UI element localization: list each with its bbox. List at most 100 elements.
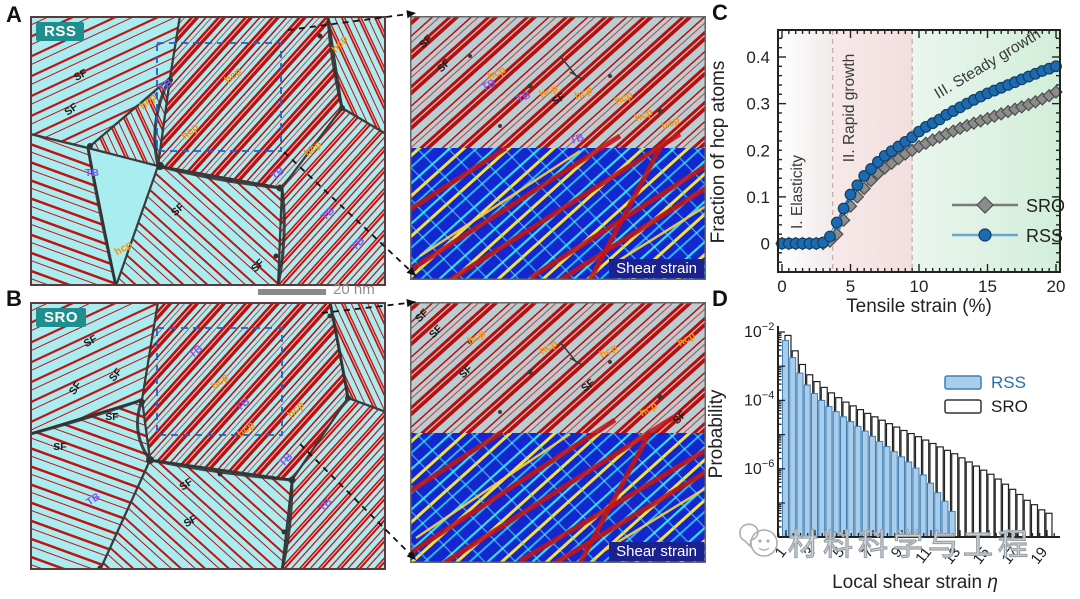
text-element: 0.4 [746, 48, 770, 67]
d-y-axis-label: Probability [706, 389, 727, 478]
rect-element [972, 465, 981, 538]
rect-element [839, 416, 847, 538]
circle-element [824, 230, 836, 243]
rect-element [30, 16, 386, 286]
circle-element [527, 83, 533, 89]
rect-element [847, 421, 855, 538]
zoom-region-box [156, 42, 282, 152]
circle-element [608, 74, 612, 78]
text-element: 3 [801, 544, 820, 561]
path-element [410, 417, 617, 557]
d-bars-rss [781, 340, 956, 538]
circle-element [273, 253, 279, 259]
circle-element [865, 162, 877, 175]
d-legend-rss: RSS [991, 373, 1026, 392]
d-legend: RSS SRO [944, 373, 1028, 416]
rect-element [912, 467, 920, 538]
circle-element [837, 202, 850, 215]
micro-label-tb: TB [85, 167, 99, 179]
circle-element [858, 169, 871, 182]
rect-element [854, 425, 862, 538]
path-element [419, 149, 581, 258]
circle-element [844, 188, 857, 201]
path-element [136, 398, 152, 462]
circle-element [146, 456, 154, 464]
c-legend-sro: SRO [1026, 196, 1065, 216]
text-element: II. Rapid growth [841, 54, 858, 163]
text-element: 0.2 [746, 141, 770, 160]
circle-element [1050, 60, 1062, 73]
circle-element [339, 105, 345, 111]
rect-element [868, 435, 876, 538]
tspan-element: −4 [762, 389, 775, 401]
inset-a-zoom: SF SF SF hcp hcp hcp hcp hcp hcp TB TB TB Shear str… [410, 16, 706, 280]
text-element: 11 [912, 544, 935, 567]
zoom-region-box [156, 327, 283, 436]
rect-element [410, 16, 706, 148]
micro-label-sf: SF [105, 411, 119, 423]
micro-label-sf: SF [53, 441, 67, 453]
d-xtick-labels: 1 3 5 7 9 11 13 15 17 19 [772, 544, 1052, 568]
rect-element [934, 492, 942, 538]
circle-element [327, 313, 333, 319]
polygon-element [86, 76, 172, 168]
circle-element [227, 177, 233, 183]
text-element: 15 [969, 544, 993, 568]
rect-element [944, 375, 982, 390]
circle-element [851, 179, 864, 192]
text-element: 0 [761, 235, 770, 254]
d-legend-sro: SRO [991, 397, 1028, 416]
path-element [559, 55, 585, 81]
micro-label-sf: SF [72, 67, 90, 84]
c-y-axis-label: Fraction of hcp atoms [708, 61, 729, 244]
panel-a-chip: RSS [36, 22, 85, 41]
rect-element [789, 357, 797, 538]
circle-element [657, 394, 663, 400]
path-element [410, 429, 504, 495]
circle-element [317, 33, 323, 39]
circle-element [468, 54, 472, 58]
rect-element [861, 430, 869, 538]
panel-b-chip: SRO [36, 308, 87, 327]
path-element [410, 133, 622, 274]
circle-element [281, 529, 287, 535]
text-element: 0.1 [746, 188, 770, 207]
rect-element [803, 384, 811, 538]
text-element: 0 [777, 277, 786, 296]
scale-bar [258, 289, 326, 295]
circle-element [167, 77, 173, 83]
rect-element [796, 372, 804, 538]
d-x-axis-label: Local shear strain η [832, 572, 998, 593]
rect-element [818, 399, 826, 538]
rect-element [883, 446, 891, 538]
circle-element [527, 369, 533, 375]
rect-element [876, 440, 884, 538]
rect-element [1001, 483, 1010, 538]
path-element [415, 432, 571, 540]
circle-element [498, 124, 502, 128]
path-element [448, 131, 682, 280]
path-element [559, 341, 585, 367]
rect-element [1009, 488, 1017, 538]
rect-element [832, 411, 840, 538]
circle-element [87, 143, 93, 149]
text-element: 5 [846, 277, 855, 296]
path-element [86, 146, 118, 286]
rect-element [410, 16, 706, 280]
d-axis-ticks [778, 331, 1055, 537]
inset-b-zoom: SF SF SF SF SF hcp hcp hcp hcp hcp Shear strain [410, 302, 706, 563]
rect-element [944, 399, 982, 414]
rect-element [777, 29, 1061, 273]
path-element [587, 146, 663, 280]
circle-element [498, 410, 502, 414]
circle-element [276, 184, 284, 192]
path-element [976, 196, 994, 214]
path-element [553, 469, 706, 563]
path-element [604, 486, 706, 552]
rect-element [941, 500, 949, 538]
rect-element [919, 474, 927, 538]
